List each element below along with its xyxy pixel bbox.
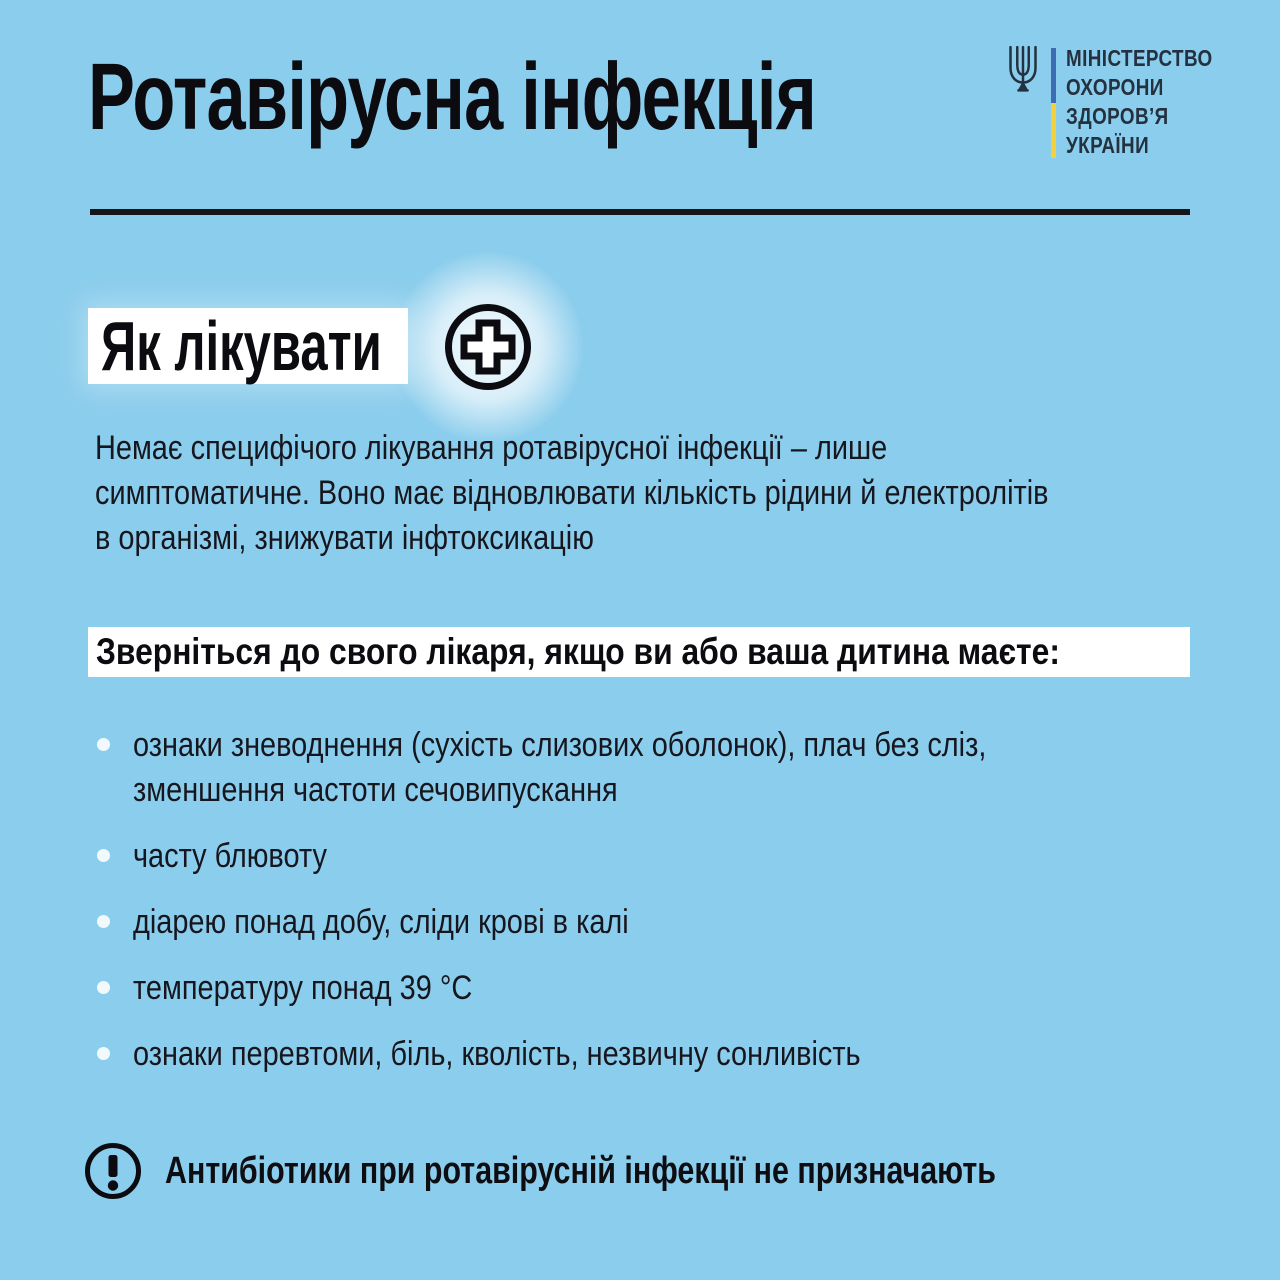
flag-yellow-segment xyxy=(1051,103,1056,158)
list-item: температуру понад 39 °C xyxy=(90,966,1250,1011)
advice-heading: Зверніться до свого лікаря, якщо ви або … xyxy=(96,631,1060,672)
flag-blue-segment xyxy=(1051,48,1056,103)
ukraine-trident-icon xyxy=(1006,45,1040,95)
ministry-name: МІНІСТЕРСТВО ОХОРОНИ ЗДОРОВ’Я УКРАЇНИ xyxy=(1066,45,1213,158)
bullet-dot-icon xyxy=(97,1047,110,1060)
list-item: діарею понад добу, сліди крові в калі xyxy=(90,900,1250,945)
page-title: Ротавірусна інфекція xyxy=(88,44,817,150)
divider-line xyxy=(90,209,1190,215)
symptom-text: ознаки зневоднення (сухість слизових обо… xyxy=(133,726,987,809)
intro-paragraph: Немає специфічого лікування ротавірусної… xyxy=(95,429,1049,557)
bullet-dot-icon xyxy=(97,915,110,928)
section-heading-box: Як лікувати xyxy=(88,308,408,384)
exclamation-icon xyxy=(84,1142,142,1200)
list-item: ознаки перевтоми, біль, кволість, незвич… xyxy=(90,1032,1250,1077)
symptom-text: температуру понад 39 °C xyxy=(133,969,473,1007)
advice-heading-band: Зверніться до свого лікаря, якщо ви або … xyxy=(88,627,1190,677)
bullet-dot-icon xyxy=(97,738,110,751)
symptom-list: ознаки зневоднення (сухість слизових обо… xyxy=(90,723,1250,1098)
symptom-text: діарею понад добу, сліди крові в калі xyxy=(133,903,629,941)
symptom-text: часту блювоту xyxy=(133,837,327,875)
medical-cross-icon xyxy=(444,303,532,391)
section-heading-label: Як лікувати xyxy=(101,307,382,385)
list-item: ознаки зневоднення (сухість слизових обо… xyxy=(90,723,1250,813)
warning-text: Антибіотики при ротавірусній інфекції не… xyxy=(165,1150,996,1192)
flag-color-bar xyxy=(1051,48,1056,158)
bullet-dot-icon xyxy=(97,849,110,862)
symptom-text: ознаки перевтоми, біль, кволість, незвич… xyxy=(133,1035,861,1073)
bullet-dot-icon xyxy=(97,981,110,994)
list-item: часту блювоту xyxy=(90,834,1250,879)
